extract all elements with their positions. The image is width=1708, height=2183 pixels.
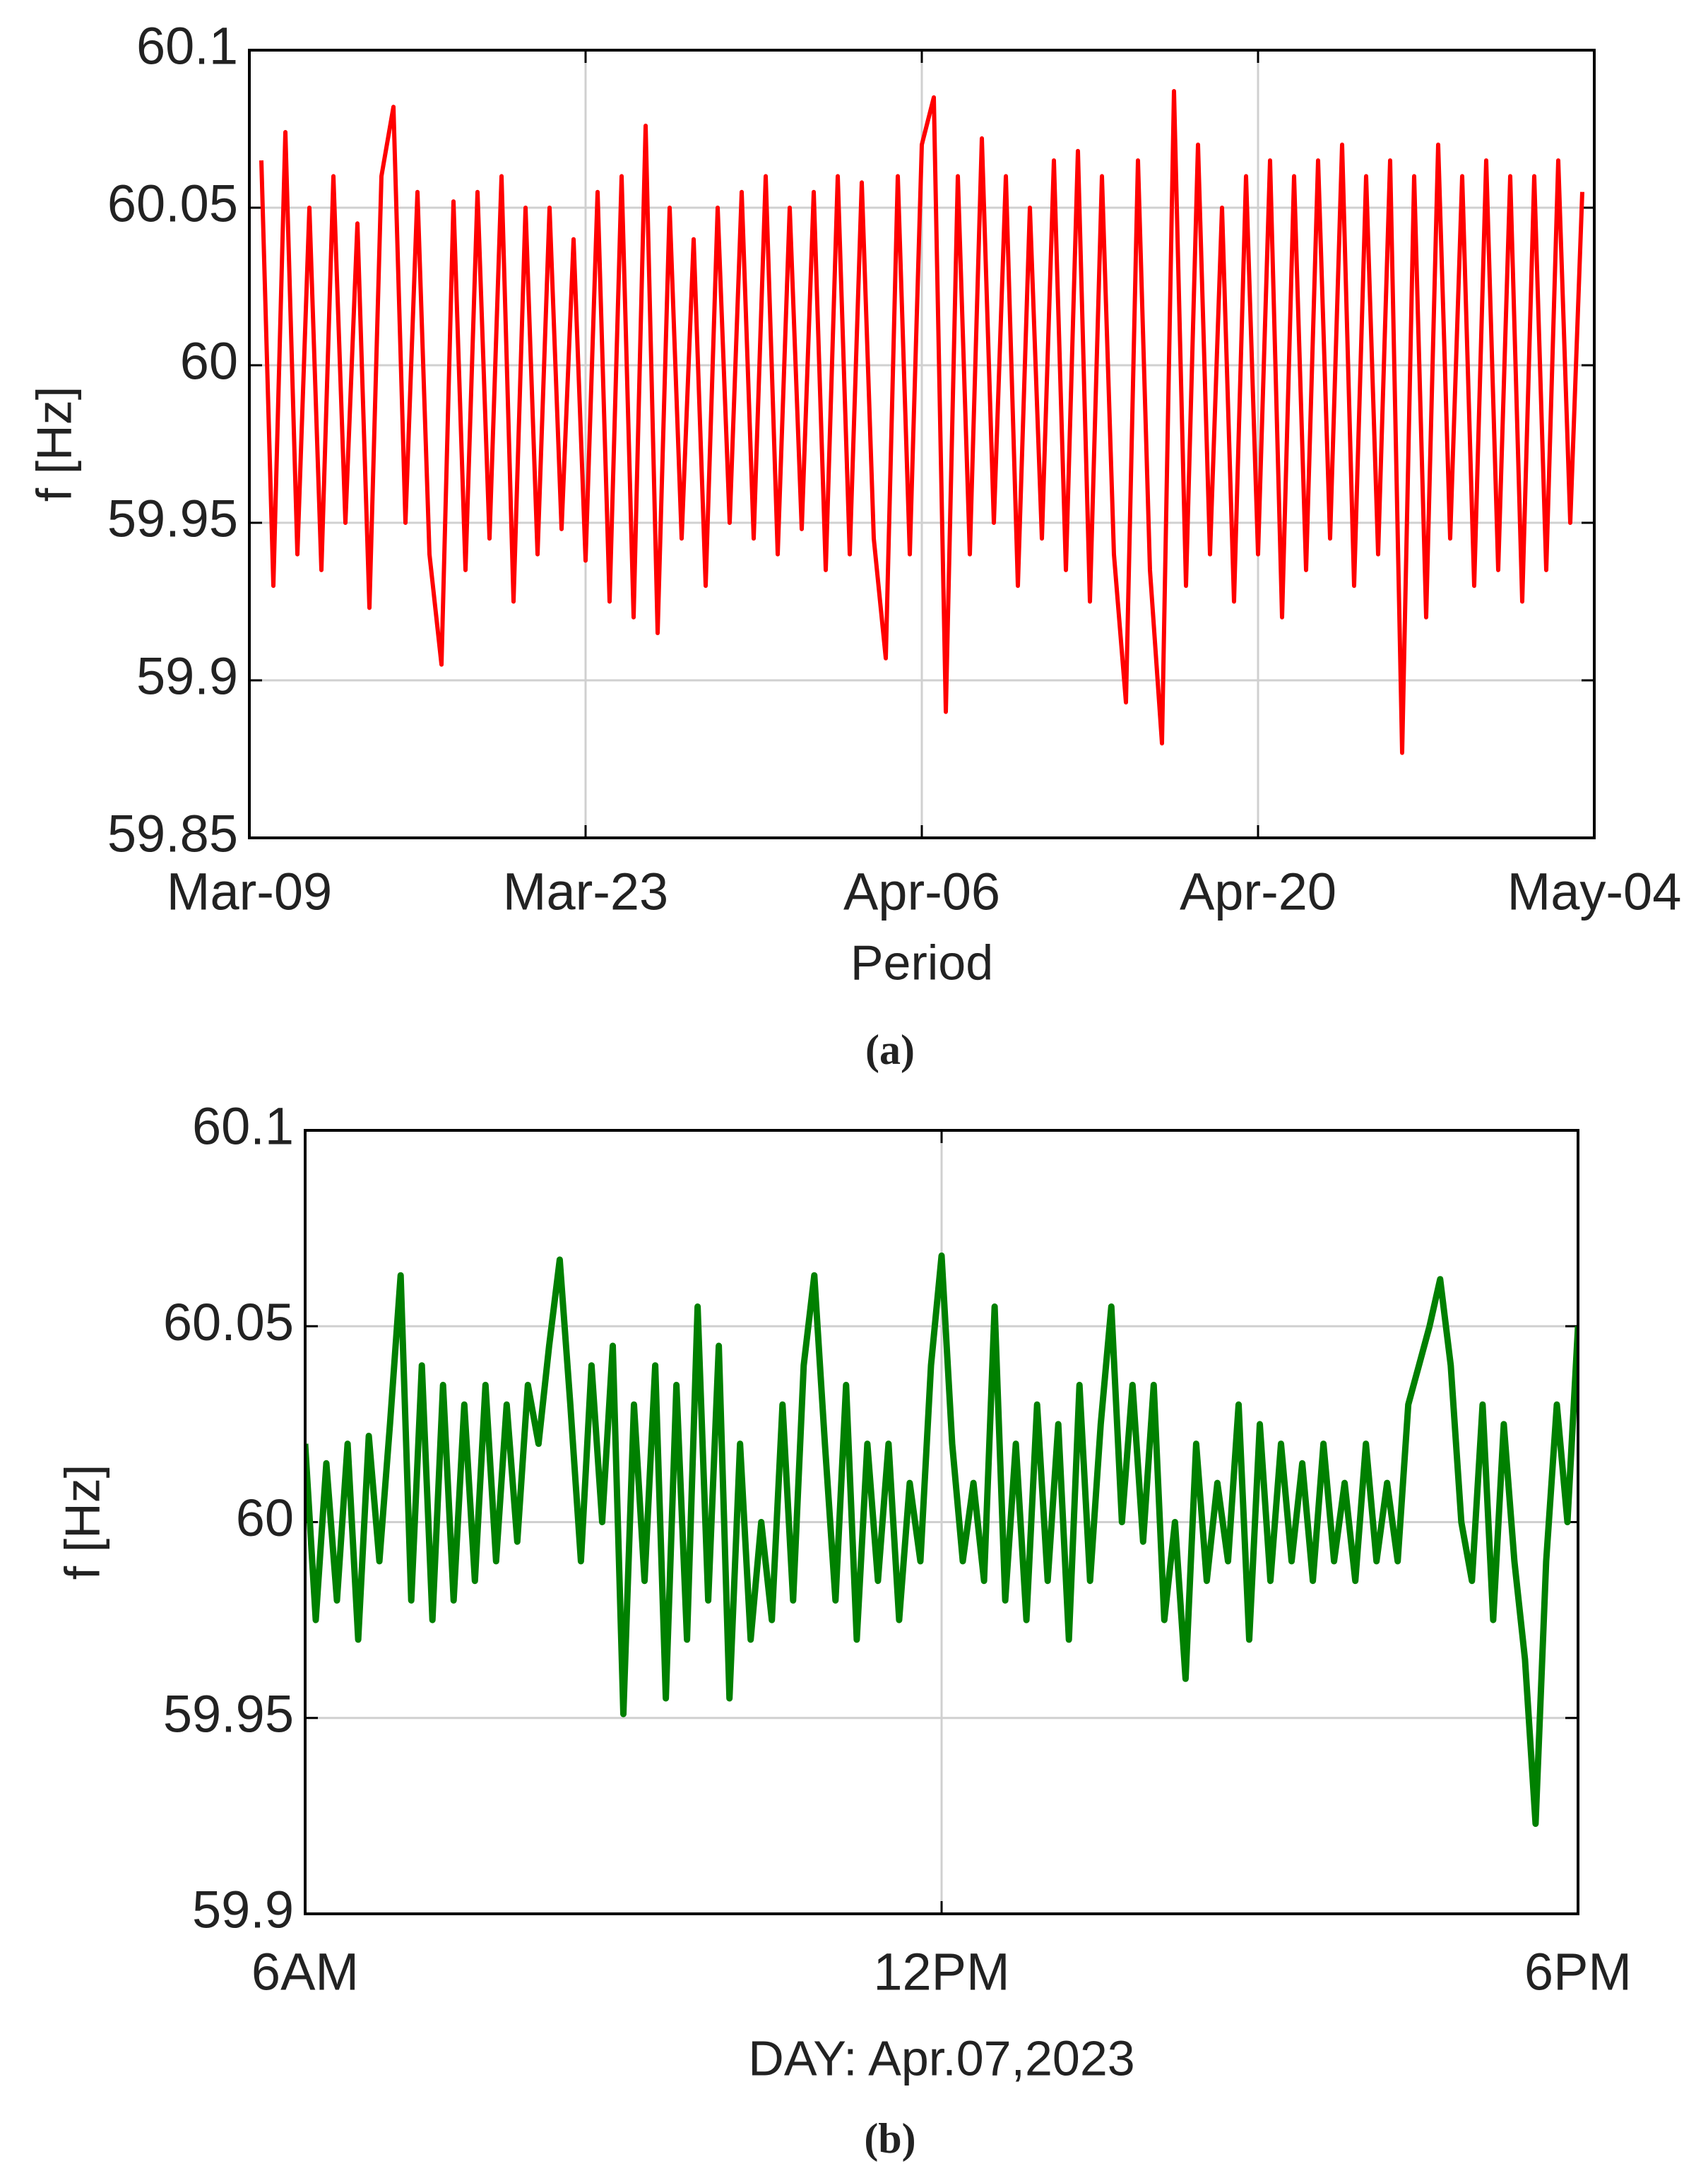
y-tick-label: 59.85 [107, 805, 238, 863]
y-tick-label: 60.1 [192, 1097, 294, 1156]
x-tick-label: 6AM [251, 1943, 359, 2001]
axes-box [248, 49, 1596, 839]
x-tick-label: Apr-20 [1180, 863, 1336, 921]
y-tick-label: 60.05 [163, 1293, 294, 1351]
y-tick-label: 59.9 [192, 1881, 294, 1939]
y-tick-label: 60 [236, 1489, 294, 1547]
y-tick-label: 60.1 [136, 17, 238, 76]
y-tick-label: 59.95 [107, 490, 238, 548]
caption: (a) [865, 1027, 915, 1073]
chart-panel: 59.85 59.9 59.95 60 60.05 60.1 Mar-09 Mar-23 Apr… [26, 17, 1681, 1073]
y-tick-label: 60.05 [107, 174, 238, 233]
x-tick-label: 6PM [1524, 1943, 1632, 2001]
x-tick-label: Mar-23 [503, 863, 668, 921]
x-tick-label: Mar-09 [167, 863, 332, 921]
data-line [305, 1252, 1578, 1827]
y-axis-label: f [Hz] [54, 1465, 109, 1580]
y-tick-label: 59.95 [163, 1684, 294, 1743]
data-line [259, 89, 1584, 755]
chart-panel: 59.9 59.95 60 60.05 60.1 6AM 12PM 6PM DAY: Apr.0… [54, 1097, 1632, 2162]
x-axis-label: DAY: Apr.07,2023 [748, 2030, 1134, 2086]
x-tick-label: May-04 [1507, 863, 1682, 921]
x-tick-label: Apr-06 [843, 863, 1000, 921]
x-tick-label: 12PM [873, 1943, 1009, 2001]
y-tick-label: 59.9 [136, 647, 238, 706]
axes-box [304, 1129, 1579, 1915]
y-axis-label: f [Hz] [26, 386, 81, 502]
x-axis-label: Period [850, 935, 993, 990]
y-tick-label: 60 [180, 332, 238, 391]
caption: (b) [864, 2115, 915, 2162]
